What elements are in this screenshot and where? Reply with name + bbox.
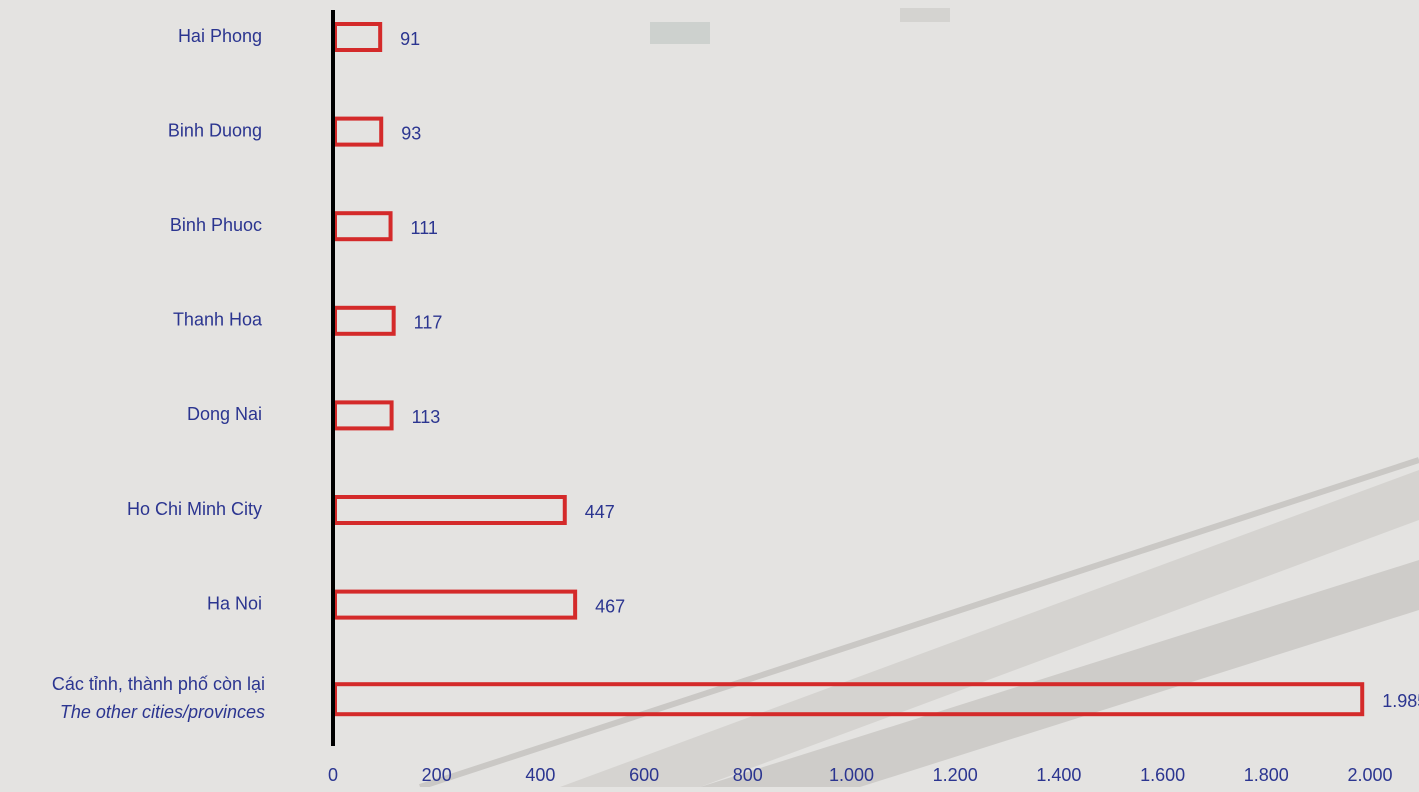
y-tick-label: Hai Phong [178, 26, 262, 46]
y-tick-label: Ho Chi Minh City [127, 499, 262, 519]
bar [333, 305, 396, 336]
x-tick-label: 400 [525, 765, 555, 785]
bar [333, 589, 578, 620]
x-tick-label: 1.600 [1140, 765, 1185, 785]
bar [333, 400, 394, 431]
bar [333, 211, 393, 242]
y-tick-label: Binh Phuoc [170, 215, 262, 235]
y-tick-label: Dong Nai [187, 404, 262, 424]
bar [333, 22, 383, 52]
y-tick-label: Binh Duong [168, 120, 262, 140]
bar [333, 116, 384, 147]
x-tick-label: 200 [422, 765, 452, 785]
bar [333, 495, 567, 525]
x-tick-label: 2.000 [1347, 765, 1392, 785]
x-tick-label: 0 [328, 765, 338, 785]
x-tick-label: 1.000 [829, 765, 874, 785]
value-label: 93 [401, 123, 421, 143]
value-label: 111 [411, 218, 438, 238]
y-tick-note: The other cities/provinces [60, 702, 265, 722]
value-label: 447 [585, 502, 615, 522]
background-bridge [419, 8, 1419, 790]
x-tick-label: 1.400 [1036, 765, 1081, 785]
x-tick-label: 600 [629, 765, 659, 785]
y-tick-label: Các tỉnh, thành phố còn lại [52, 674, 265, 694]
value-label: 91 [400, 29, 420, 49]
x-tick-label: 1.800 [1244, 765, 1289, 785]
value-label: 113 [412, 407, 441, 427]
value-label: 467 [595, 596, 625, 616]
x-tick-label: 800 [733, 765, 763, 785]
value-label: 117 [414, 313, 443, 333]
y-tick-label: Ha Noi [207, 593, 262, 613]
x-tick-label: 1.200 [933, 765, 978, 785]
value-label: 1.985 [1382, 691, 1419, 711]
y-tick-label: Thanh Hoa [173, 310, 263, 330]
